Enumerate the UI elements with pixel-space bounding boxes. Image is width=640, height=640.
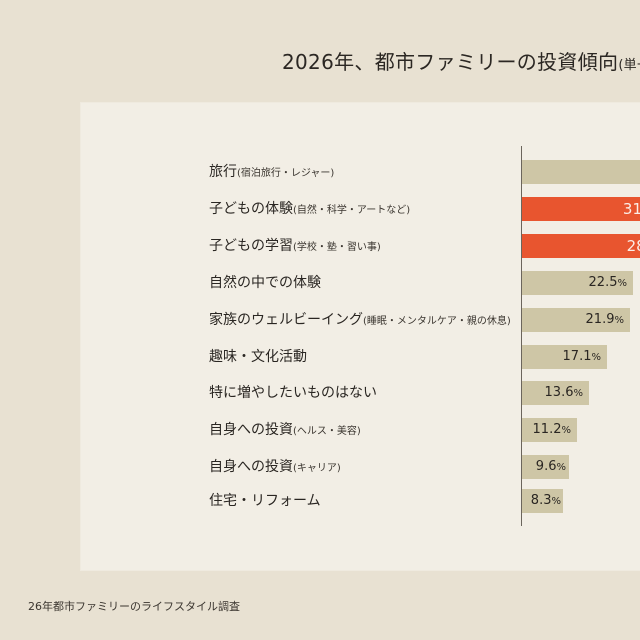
bar-label: 自身への投資(キャリア) [209,455,341,479]
bar-value: 31 [622,200,640,218]
bar: 17.1% [522,345,607,369]
label-sub: (キャリア) [293,463,341,474]
bar [522,160,640,184]
label-sub: (ヘルス・美容) [293,426,361,437]
bar-row: 家族のウェルビーイング(睡眠・メンタルケア・親の休息) 21.9% [0,308,640,332]
bar-row: 自身への投資(ヘルス・美容) 11.2% [0,418,640,442]
label-main: 自然の中での体験 [209,275,321,291]
bar-row: 特に増やしたいものはない 13.6% [0,381,640,405]
bar: 13.6% [522,381,589,405]
bar-row: 自身への投資(キャリア) 9.6% [0,455,640,479]
bar-row: 旅行(宿泊旅行・レジャー) [0,160,640,184]
bar: 11.2% [522,418,577,442]
bar-value: 17.1% [562,349,601,364]
bar: 8.3% [522,489,563,513]
bar-row: 子どもの学習(学校・塾・習い事) 28.2 [0,234,640,258]
label-main: 自身への投資 [209,459,293,475]
label-main: 子どもの体験 [209,201,293,217]
bar-value: 22.5% [588,275,627,290]
bar-highlighted: 28.2 [522,234,640,258]
bar-row: 自然の中での体験 22.5% [0,271,640,295]
bar-value: 21.9% [585,312,624,327]
bar: 22.5% [522,271,633,295]
bar-value: 13.6% [544,385,583,400]
bar-value: 9.6% [535,459,566,474]
title-text: 2026年、都市ファミリーの投資傾向 [282,50,619,74]
bar-label: 住宅・リフォーム [209,489,321,513]
bar-row: 趣味・文化活動 17.1% [0,345,640,369]
label-main: 特に増やしたいものはない [209,385,377,401]
chart-title: 2026年、都市ファミリーの投資傾向(単一 [282,46,640,75]
bar-highlighted: 31 [522,197,640,221]
bar-value: 28.2 [626,237,640,255]
bar: 21.9% [522,308,630,332]
label-main: 子どもの学習 [209,238,293,254]
label-main: 趣味・文化活動 [209,349,307,365]
label-sub: (学校・塾・習い事) [293,242,381,253]
label-main: 旅行 [209,164,237,180]
label-main: 家族のウェルビーイング [209,312,363,328]
y-axis-line [521,146,522,526]
bar-label: 特に増やしたいものはない [209,381,377,405]
bar-row: 子どもの体験(自然・科学・アートなど) 31 [0,197,640,221]
bar: 9.6% [522,455,569,479]
bar-label: 子どもの体験(自然・科学・アートなど) [209,197,410,221]
bar-label: 自身への投資(ヘルス・美容) [209,418,361,442]
bar-row: 住宅・リフォーム 8.3% [0,489,640,513]
bar-value: 11.2% [532,422,571,437]
label-main: 住宅・リフォーム [209,493,321,509]
label-main: 自身への投資 [209,422,293,438]
bar-label: 家族のウェルビーイング(睡眠・メンタルケア・親の休息) [209,308,511,332]
bar-label: 旅行(宿泊旅行・レジャー) [209,160,334,184]
bar-label: 自然の中での体験 [209,271,321,295]
label-sub: (睡眠・メンタルケア・親の休息) [363,316,511,327]
source-note: 26年都市ファミリーのライフスタイル調査 [28,600,240,613]
label-sub: (自然・科学・アートなど) [293,205,411,216]
label-sub: (宿泊旅行・レジャー) [237,168,335,179]
unit-note: (単一 [618,58,640,73]
bar-label: 趣味・文化活動 [209,345,307,369]
bar-value: 8.3% [530,493,561,508]
bar-label: 子どもの学習(学校・塾・習い事) [209,234,381,258]
